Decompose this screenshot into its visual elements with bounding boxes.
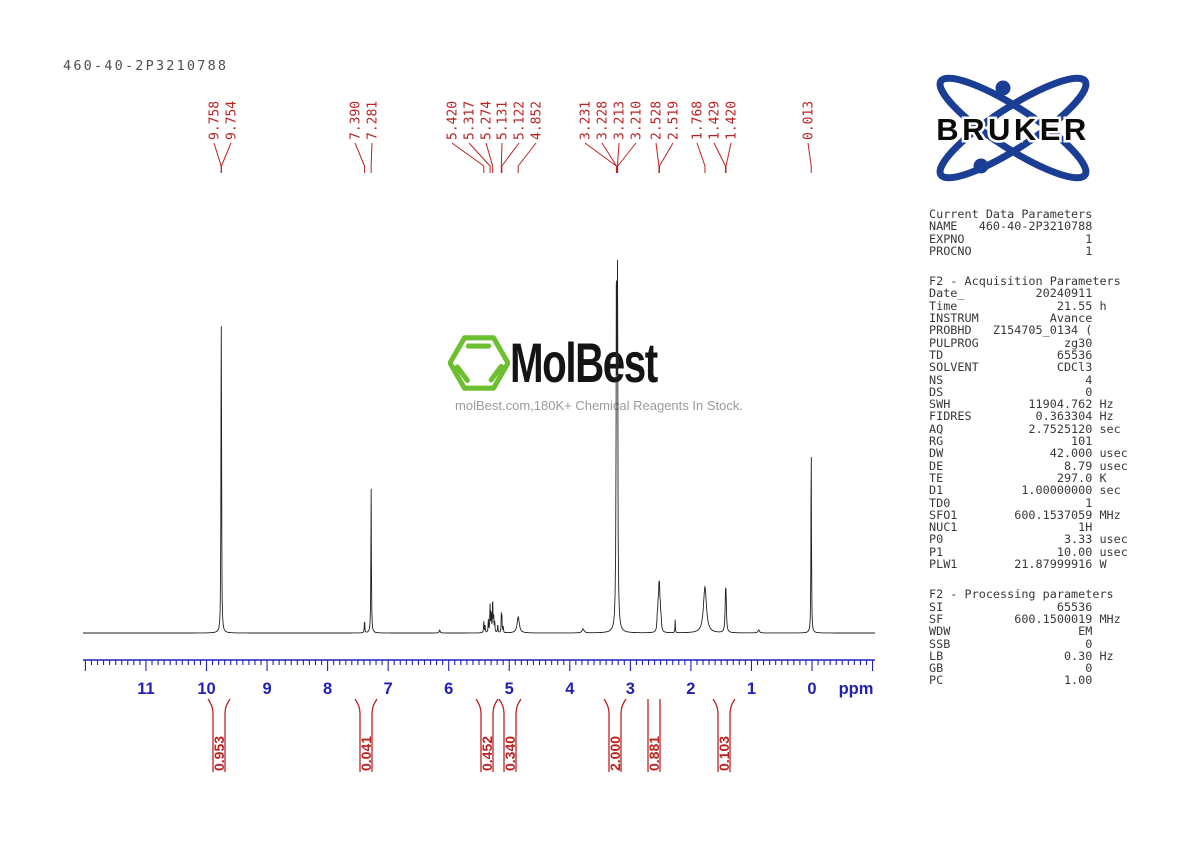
peak-label-connector xyxy=(451,142,485,173)
integral-bracket xyxy=(224,698,231,772)
peak-shift-label: 5.317 xyxy=(463,101,478,140)
axis-tick-label: 4 xyxy=(565,680,575,698)
integral-bracket xyxy=(603,698,610,772)
peak-label-connector xyxy=(500,142,503,173)
peak-shift-label: 9.758 xyxy=(208,101,223,140)
integral-bracket xyxy=(492,698,499,772)
peak-label-connector xyxy=(658,142,674,173)
watermark-caption: molBest.com,180K+ Chemical Reagents In S… xyxy=(455,398,743,413)
bruker-dot-icon xyxy=(995,80,1011,96)
bruker-wordmark: BRUKER xyxy=(936,112,1090,147)
peak-shift-label: 7.281 xyxy=(366,101,381,140)
peak-shift-label: 3.213 xyxy=(613,101,628,140)
integral-bracket xyxy=(729,698,736,772)
axis-tick-label: 7 xyxy=(384,680,393,698)
bruker-logo: BRUKER xyxy=(934,74,1090,182)
peak-shift-label: 5.420 xyxy=(446,101,461,140)
integral-bracket xyxy=(371,698,378,772)
axis-tick-label: 11 xyxy=(137,680,154,698)
integral-value: 0.881 xyxy=(646,736,662,771)
parameters-panel: Current Data Parameters NAME 460-40-2P32… xyxy=(929,208,1159,705)
peak-shift-label: 1.420 xyxy=(725,101,740,140)
peak-shift-label: 2.519 xyxy=(667,101,682,140)
spectrum-trace xyxy=(83,259,875,634)
axis-tick-label: 5 xyxy=(505,680,514,698)
benzene-hexagon-icon xyxy=(448,335,510,391)
peak-shift-label: 3.231 xyxy=(579,101,594,140)
axis-tick-label: 9 xyxy=(262,680,271,698)
watermark: MolBest molBest.com,180K+ Chemical Reage… xyxy=(448,332,750,413)
peak-label-connector xyxy=(601,142,618,173)
watermark-brand: MolBest xyxy=(510,331,658,394)
axis-tick-label: 1 xyxy=(747,680,756,698)
integral-bracket xyxy=(498,698,505,772)
peak-shift-label: 1.768 xyxy=(691,101,706,140)
axis-tick-label: 10 xyxy=(197,680,215,698)
param-section: F2 - Acquisition Parameters Date_ 202409… xyxy=(929,274,1128,572)
axis-tick-label: 6 xyxy=(444,680,453,698)
integral-value: 0.103 xyxy=(716,736,732,771)
bruker-ellipse-icon xyxy=(936,74,1090,182)
peak-shift-label: 5.274 xyxy=(480,101,495,140)
integral-bracket xyxy=(354,698,361,772)
peak-label-connector xyxy=(655,142,660,173)
peak-label-connector xyxy=(468,142,491,173)
peak-shift-label: 3.210 xyxy=(630,101,645,140)
peak-label-connector xyxy=(213,142,222,173)
bruker-dot-icon xyxy=(973,158,989,174)
integral-value: 0.340 xyxy=(502,736,518,771)
peak-shift-label: 4.852 xyxy=(530,101,545,140)
integral-bracket xyxy=(712,698,719,772)
axis-tick-label: 8 xyxy=(323,680,332,698)
integral-bracket xyxy=(207,698,214,772)
peak-shift-label: 3.228 xyxy=(596,101,611,140)
peak-shift-label: 9.754 xyxy=(225,101,240,140)
peak-shift-label: 5.122 xyxy=(513,101,528,140)
peak-label-connector xyxy=(485,142,494,173)
param-section: F2 - Processing parameters SI 65536 SF 6… xyxy=(929,587,1121,688)
peak-shift-label: 0.013 xyxy=(802,101,817,140)
peak-shift-label: 2.528 xyxy=(650,101,665,140)
peak-shift-label: 5.131 xyxy=(496,101,511,140)
peak-label-connector xyxy=(354,142,366,173)
integral-bracket xyxy=(515,698,522,772)
axis-unit-label: ppm xyxy=(839,680,874,698)
integral-value: 0.953 xyxy=(211,736,227,771)
integral-bracket xyxy=(475,698,482,772)
peak-label-connector xyxy=(517,142,537,173)
peak-label-connector xyxy=(370,142,373,173)
sample-name: 460-40-2P3210788 xyxy=(63,58,229,74)
peak-label-connector xyxy=(807,142,812,173)
peak-shift-label: 1.429 xyxy=(708,101,723,140)
integral-value: 0.452 xyxy=(479,736,495,771)
peak-shift-label: 7.390 xyxy=(349,101,364,140)
integral-value: 0.041 xyxy=(358,736,374,771)
integral-value: 2.000 xyxy=(607,736,623,771)
integral-bracket xyxy=(620,698,627,772)
peak-label-connector xyxy=(713,142,726,173)
axis-tick-label: 2 xyxy=(686,680,695,698)
peak-label-connector xyxy=(501,142,520,173)
peak-label-connector xyxy=(725,142,732,173)
param-section: Current Data Parameters NAME 460-40-2P32… xyxy=(929,207,1093,258)
peak-label-connector xyxy=(617,142,637,173)
axis-tick-label: 3 xyxy=(626,680,635,698)
axis-tick-label: 0 xyxy=(807,680,816,698)
peak-label-connector xyxy=(696,142,706,173)
bruker-ellipse-icon xyxy=(936,74,1090,182)
peak-label-connector xyxy=(220,142,232,173)
